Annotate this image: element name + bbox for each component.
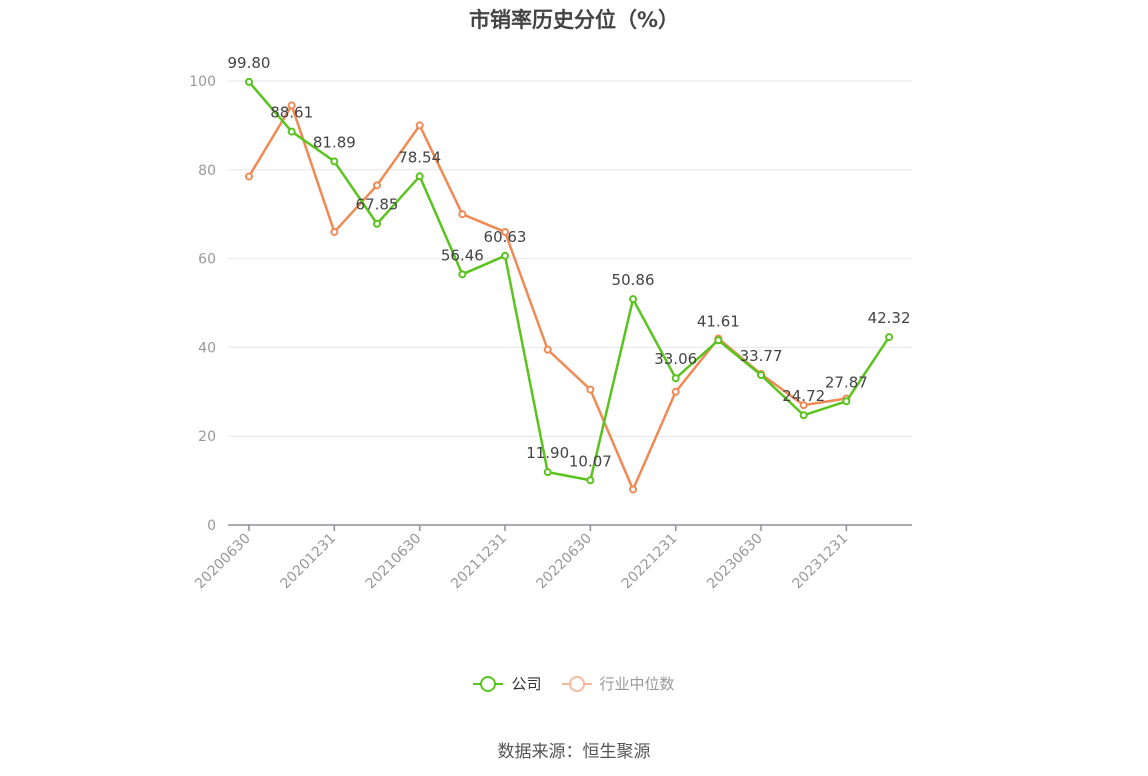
x-tick-label: 20231231	[790, 531, 852, 593]
x-tick-label: 20200630	[192, 531, 254, 593]
data-point-0	[757, 371, 766, 380]
data-label: 33.77	[740, 347, 783, 365]
data-point-0	[629, 295, 638, 304]
legend: 公司 行业中位数	[0, 673, 1148, 694]
data-point-0	[373, 219, 382, 228]
data-point-1	[543, 345, 552, 354]
x-tick-label: 20230630	[704, 531, 766, 593]
data-point-1	[245, 172, 253, 181]
data-point-0	[415, 172, 424, 181]
data-point-0	[586, 476, 595, 485]
legend-company-line-icon	[473, 674, 504, 694]
chart-title: 市销率历史分位（%）	[468, 8, 680, 32]
data-point-0	[799, 411, 808, 420]
data-label: 99.80	[228, 54, 271, 72]
series-layer	[245, 77, 894, 494]
legend-item-company[interactable]: 公司	[473, 673, 542, 694]
data-label: 10.07	[569, 452, 612, 470]
grid-lines	[228, 80, 912, 437]
data-point-0	[330, 157, 339, 166]
data-point-0	[714, 336, 723, 345]
data-point-1	[501, 227, 510, 236]
data-label: 50.86	[612, 271, 655, 289]
x-tick-label: 20211231	[448, 531, 510, 593]
data-label: 24.72	[782, 387, 825, 405]
y-tick-label: 20	[198, 429, 216, 445]
data-point-0	[842, 397, 851, 406]
data-label: 67.85	[356, 196, 399, 214]
legend-company-label: 公司	[511, 675, 542, 693]
data-point-1	[415, 121, 424, 130]
data-label: 27.87	[825, 373, 868, 391]
data-label: 11.90	[526, 444, 569, 462]
data-label: 81.89	[313, 133, 356, 151]
y-tick-label: 100	[189, 74, 216, 90]
data-label: 41.61	[697, 312, 740, 330]
legend-item-industry[interactable]: 行业中位数	[561, 673, 675, 694]
x-tick-label: 20210630	[363, 531, 425, 593]
series-line-0	[248, 81, 891, 482]
x-tick-label: 20201231	[277, 531, 339, 593]
data-point-0	[501, 251, 510, 260]
y-tick-label: 40	[198, 340, 216, 356]
data-point-1	[586, 385, 595, 394]
data-label: 78.54	[398, 148, 441, 166]
data-point-0	[543, 468, 552, 477]
data-point-0	[458, 270, 467, 279]
data-point-1	[629, 485, 638, 494]
y-tick-label: 60	[198, 252, 216, 268]
data-point-0	[287, 127, 296, 136]
y-tick-label: 0	[207, 518, 216, 534]
data-point-0	[885, 333, 894, 342]
axes: 0 20 40 60 80 100 20200630 20201231 20210630 2021…	[189, 74, 912, 592]
data-label: 33.06	[654, 350, 697, 368]
x-tick-label: 20221231	[619, 531, 681, 593]
data-point-0	[671, 374, 680, 383]
data-label: 42.32	[868, 309, 911, 327]
data-point-0	[245, 77, 253, 86]
y-tick-label: 80	[198, 163, 216, 179]
data-label: 56.46	[441, 246, 484, 264]
source-note: 数据来源：恒生聚源	[497, 742, 651, 762]
data-point-1	[671, 387, 680, 396]
series-line-1	[247, 104, 847, 491]
data-label: 60.63	[484, 228, 527, 246]
data-point-1	[287, 101, 296, 110]
data-point-1	[330, 227, 339, 236]
legend-industry-label: 行业中位数	[599, 675, 675, 693]
x-tick-label: 20220630	[533, 531, 595, 593]
data-point-1	[458, 210, 467, 219]
data-point-1	[373, 181, 382, 190]
legend-industry-line-icon	[561, 674, 592, 694]
data-label: 88.61	[270, 104, 313, 122]
data-point-1	[799, 401, 808, 410]
